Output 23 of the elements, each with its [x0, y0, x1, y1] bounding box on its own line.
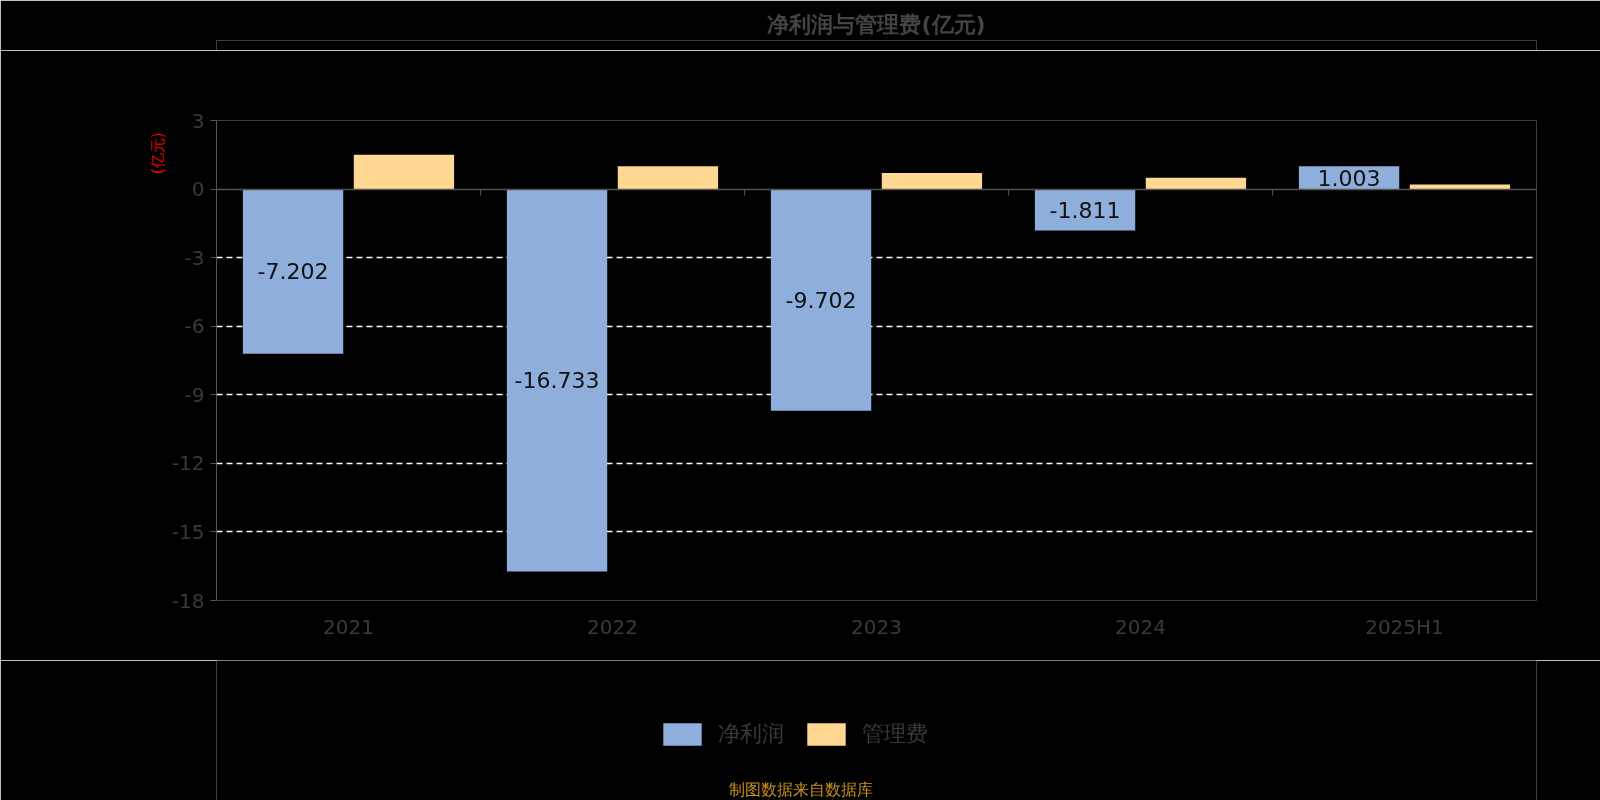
data-label: -9.702: [785, 287, 857, 313]
data-label: -7.202: [257, 259, 329, 285]
y-tick-label: 3: [191, 108, 205, 133]
x-tick-label: 2024: [1115, 614, 1166, 639]
x-tick-label: 2021: [323, 614, 374, 639]
y-axis-title: (亿元): [148, 132, 167, 175]
legend-label: 净利润: [718, 720, 784, 748]
text: 制图数据来自数据库: [728, 780, 873, 799]
data-label: -1.811: [1049, 197, 1121, 223]
y-tick-label: -9: [184, 382, 205, 407]
y-tick-label: -15: [171, 519, 205, 544]
x-tick-label: 2022: [587, 614, 638, 639]
y-tick-label: 0: [191, 177, 205, 202]
x-tick-label: 2023: [851, 614, 902, 639]
data-label: 1.003: [1317, 165, 1381, 191]
y-tick-label: -3: [184, 245, 205, 270]
data-label: -16.733: [514, 368, 600, 394]
chart-title: 净利润与管理费(亿元): [767, 11, 986, 37]
y-tick-label: -6: [184, 314, 205, 339]
y-tick-label: -12: [171, 451, 205, 476]
y-tick-label: -18: [171, 588, 205, 613]
x-tick-label: 2025H1: [1365, 614, 1444, 639]
legend-label: 管理费: [862, 720, 928, 748]
